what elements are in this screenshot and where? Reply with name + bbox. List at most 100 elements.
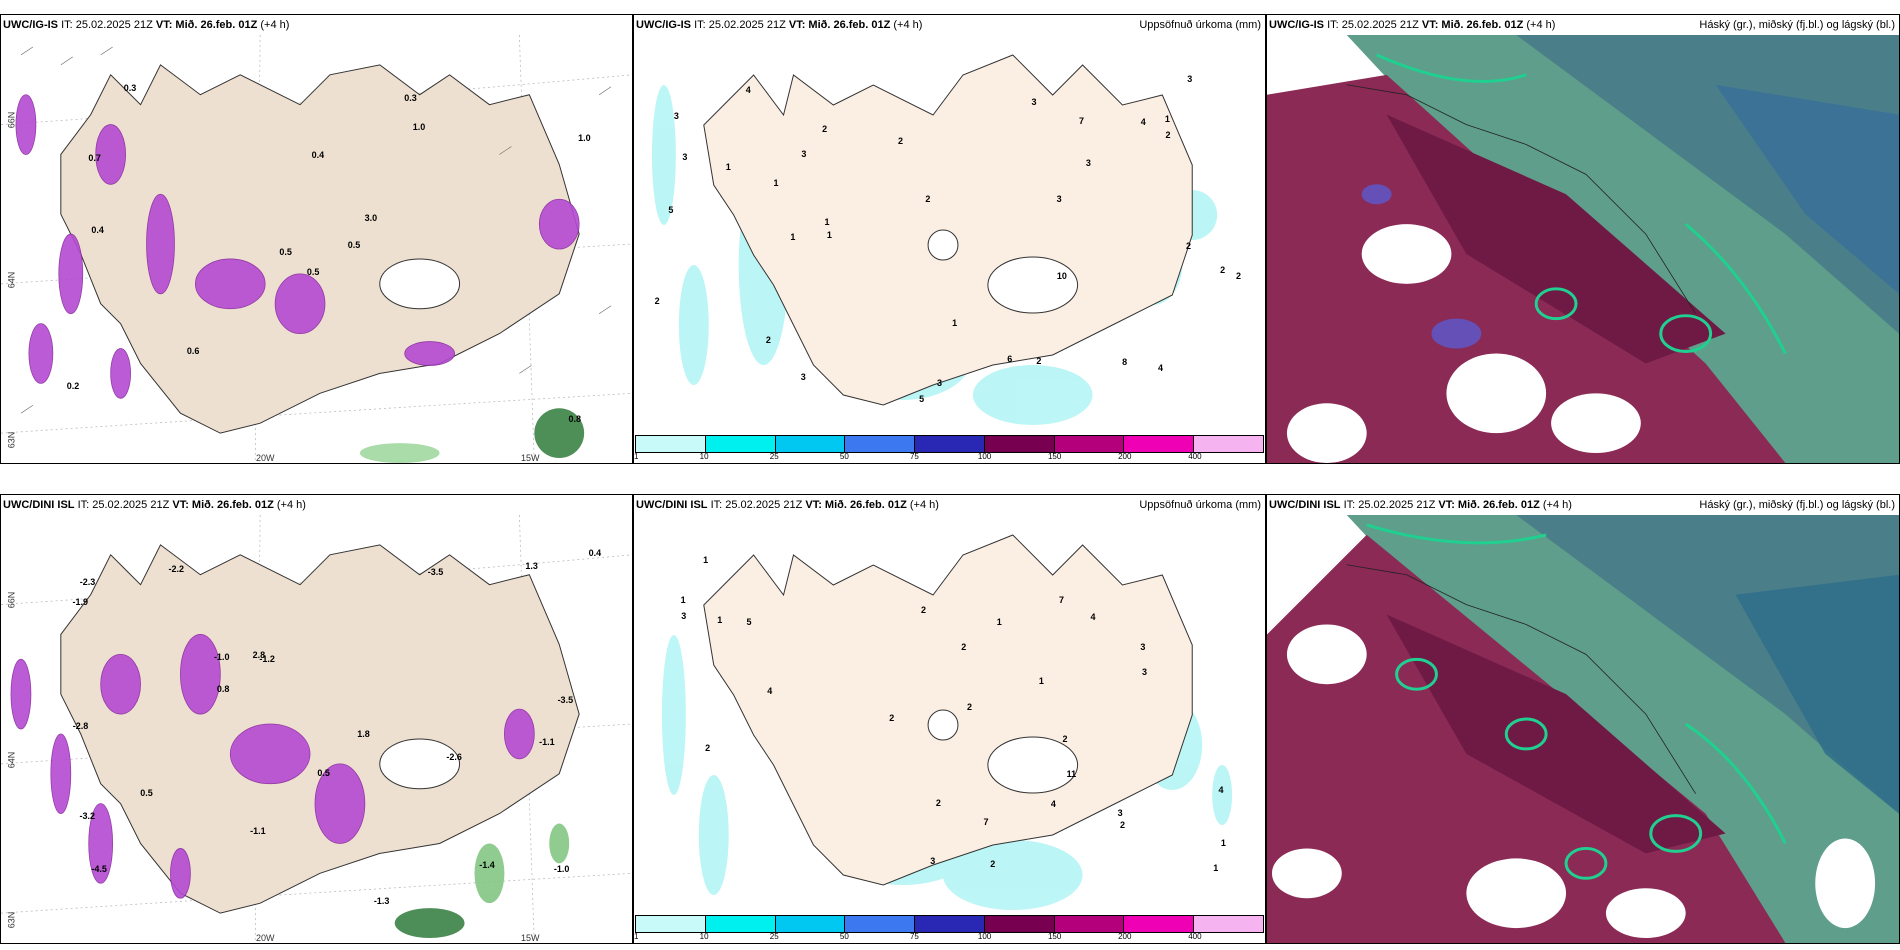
map-value-label: 3 — [1117, 808, 1123, 819]
lon-label-20w: 20W — [256, 453, 275, 463]
map-value-label: 4 — [767, 685, 773, 696]
map-value-label: 0.4 — [91, 224, 104, 235]
valid-time: VT: Mið. 26.feb. 01Z — [1421, 19, 1524, 31]
cloud-title: Háský (gr.), miðský (fj.bl.) og lágský (… — [1699, 19, 1895, 31]
valid-time: VT: Mið. 26.feb. 01Z — [172, 499, 274, 511]
init-time: IT: 25.02.2025 21Z — [77, 499, 170, 511]
map-value-label: 1 — [996, 616, 1002, 627]
map-value-label: 10 — [1056, 271, 1067, 282]
cloud-map — [1267, 515, 1899, 943]
map-value-label: 3 — [1140, 642, 1146, 653]
map-value-label: 3 — [801, 148, 807, 159]
map-value-label: 0.5 — [317, 767, 330, 778]
colorbar-swatch — [1054, 916, 1125, 932]
colorbar-swatch — [636, 916, 706, 932]
colorbar-boxes — [635, 435, 1264, 453]
map-value-label: 2 — [961, 642, 967, 653]
model-name: UWC/IG-IS — [1269, 19, 1324, 31]
map-value-label: 0.4 — [588, 547, 602, 558]
colorbar-swatch — [1194, 436, 1264, 452]
precip-title: Uppsöfnuð úrkoma (mm) — [1139, 499, 1261, 511]
map-value-label: 1 — [703, 554, 709, 565]
lon-label-15w: 15W — [521, 933, 540, 943]
colorbar-swatch — [775, 436, 846, 452]
map-value-label: 2 — [822, 124, 828, 135]
map-value-label: 0.7 — [88, 152, 101, 163]
map-value-label: 1 — [1164, 114, 1170, 125]
map-value-label: -2.8 — [72, 720, 89, 731]
map-value-label: -3.5 — [427, 567, 444, 578]
colorbar-swatch — [915, 436, 985, 452]
map-value-label: 1 — [1038, 676, 1044, 687]
valid-time: VT: Mið. 26.feb. 01Z — [805, 499, 907, 511]
model-name: UWC/IG-IS — [3, 19, 58, 31]
map-value-label: 2 — [925, 194, 931, 205]
colorbar-swatch — [984, 916, 1055, 932]
map-value-label: 1 — [826, 229, 832, 240]
lat-label-63n: 63N — [6, 431, 17, 449]
colorbar-swatch — [984, 436, 1055, 452]
init-time: IT: 25.02.2025 21Z — [1343, 499, 1436, 511]
colorbar-tick: 25 — [769, 932, 779, 941]
map-value-label: 4 — [1140, 117, 1146, 128]
model-name: UWC/IG-IS — [636, 19, 691, 31]
colorbar-swatch — [705, 436, 776, 452]
colorbar-boxes — [635, 915, 1264, 933]
map-value-label: 1 — [1213, 862, 1219, 873]
map-value-label: 0.4 — [311, 149, 325, 160]
colorbar-tick: 400 — [1188, 452, 1202, 461]
cloud-map-svg — [1267, 515, 1899, 943]
cloud-map-svg — [1267, 35, 1899, 463]
colorbar-swatch — [775, 916, 846, 932]
model-name: UWC/DINI ISL — [636, 499, 708, 511]
map-value-label: 3.0 — [364, 212, 378, 223]
panel-header: UWC/DINI ISL IT: 25.02.2025 21Z VT: Mið.… — [1, 495, 632, 515]
map-value-label: 1.3 — [525, 560, 538, 571]
colorbar-swatch — [705, 916, 776, 932]
map-value-label: 1.8 — [357, 728, 370, 739]
map-value-label: 3 — [673, 110, 679, 121]
map-value-label: 3 — [1056, 194, 1062, 205]
valid-time: VT: Mið. 26.feb. 01Z — [1438, 499, 1540, 511]
panel-header: UWC/IG-IS IT: 25.02.2025 21Z VT: Mið. 26… — [1, 15, 632, 35]
map-value-label: -2.2 — [168, 563, 184, 574]
wind-map-svg — [1, 515, 632, 943]
map-value-label: -3.2 — [79, 811, 96, 822]
precip-map-svg — [634, 515, 1265, 915]
map-value-label: 4 — [1090, 611, 1096, 622]
colorbar-swatch — [845, 436, 916, 452]
map-value-label: -1.2 — [259, 654, 275, 665]
map-value-label: 5 — [668, 204, 674, 215]
panel-header: UWC/DINI ISL IT: 25.02.2025 21Z VT: Mið.… — [634, 495, 1265, 515]
lat-label-63n: 63N — [6, 911, 17, 929]
map-value-label: -1.9 — [72, 597, 88, 608]
colorbar-ticks: 1 10 25 50 75 100 150 200 400 — [634, 932, 1265, 943]
colorbar-tick: 400 — [1188, 932, 1202, 941]
lead-time: (+4 h) — [893, 19, 923, 31]
colorbar-tick: 150 — [1047, 932, 1062, 941]
precip-title: Uppsöfnuð úrkoma (mm) — [1139, 19, 1261, 31]
map-value-label: 0.5 — [140, 787, 153, 798]
map-value-label: 7 — [1079, 115, 1085, 126]
colorbar-tick: 75 — [909, 452, 919, 461]
map-value-label: 0.5 — [347, 240, 361, 251]
temp-wind-map: 20W 15W 66N 64N 63N 0.5 0.7 0.5 0.2 3.0 0.6 0.… — [1, 35, 632, 463]
init-time: IT: 25.02.2025 21Z — [710, 499, 803, 511]
map-value-label: 0.5 — [279, 247, 292, 258]
panel-precip-igis: UWC/IG-IS IT: 25.02.2025 21Z VT: Mið. 26… — [633, 14, 1266, 464]
colorbar: 1 10 25 50 75 100 150 200 400 — [634, 435, 1265, 463]
map-value-label: 1.0 — [578, 133, 591, 144]
colorbar-tick: 25 — [769, 452, 779, 461]
map-value-label: 0.5 — [306, 266, 320, 277]
map-value-label: 3 — [1187, 73, 1193, 84]
map-value-label: 2 — [935, 798, 941, 809]
wind-map-svg — [1, 35, 632, 463]
colorbar-swatch — [845, 916, 916, 932]
map-value-label: 5 — [746, 617, 752, 628]
colorbar: 1 10 25 50 75 100 150 200 400 — [634, 915, 1265, 943]
map-value-label: 2 — [967, 701, 973, 712]
lat-label-64n: 64N — [6, 751, 17, 769]
colorbar-tick: 150 — [1047, 452, 1062, 461]
colorbar-swatch — [1194, 916, 1264, 932]
temp-wind-map: 20W 15W 66N 64N 63N -2.6 -1.1 -4.5 -2.2 -1.2… — [1, 515, 632, 943]
